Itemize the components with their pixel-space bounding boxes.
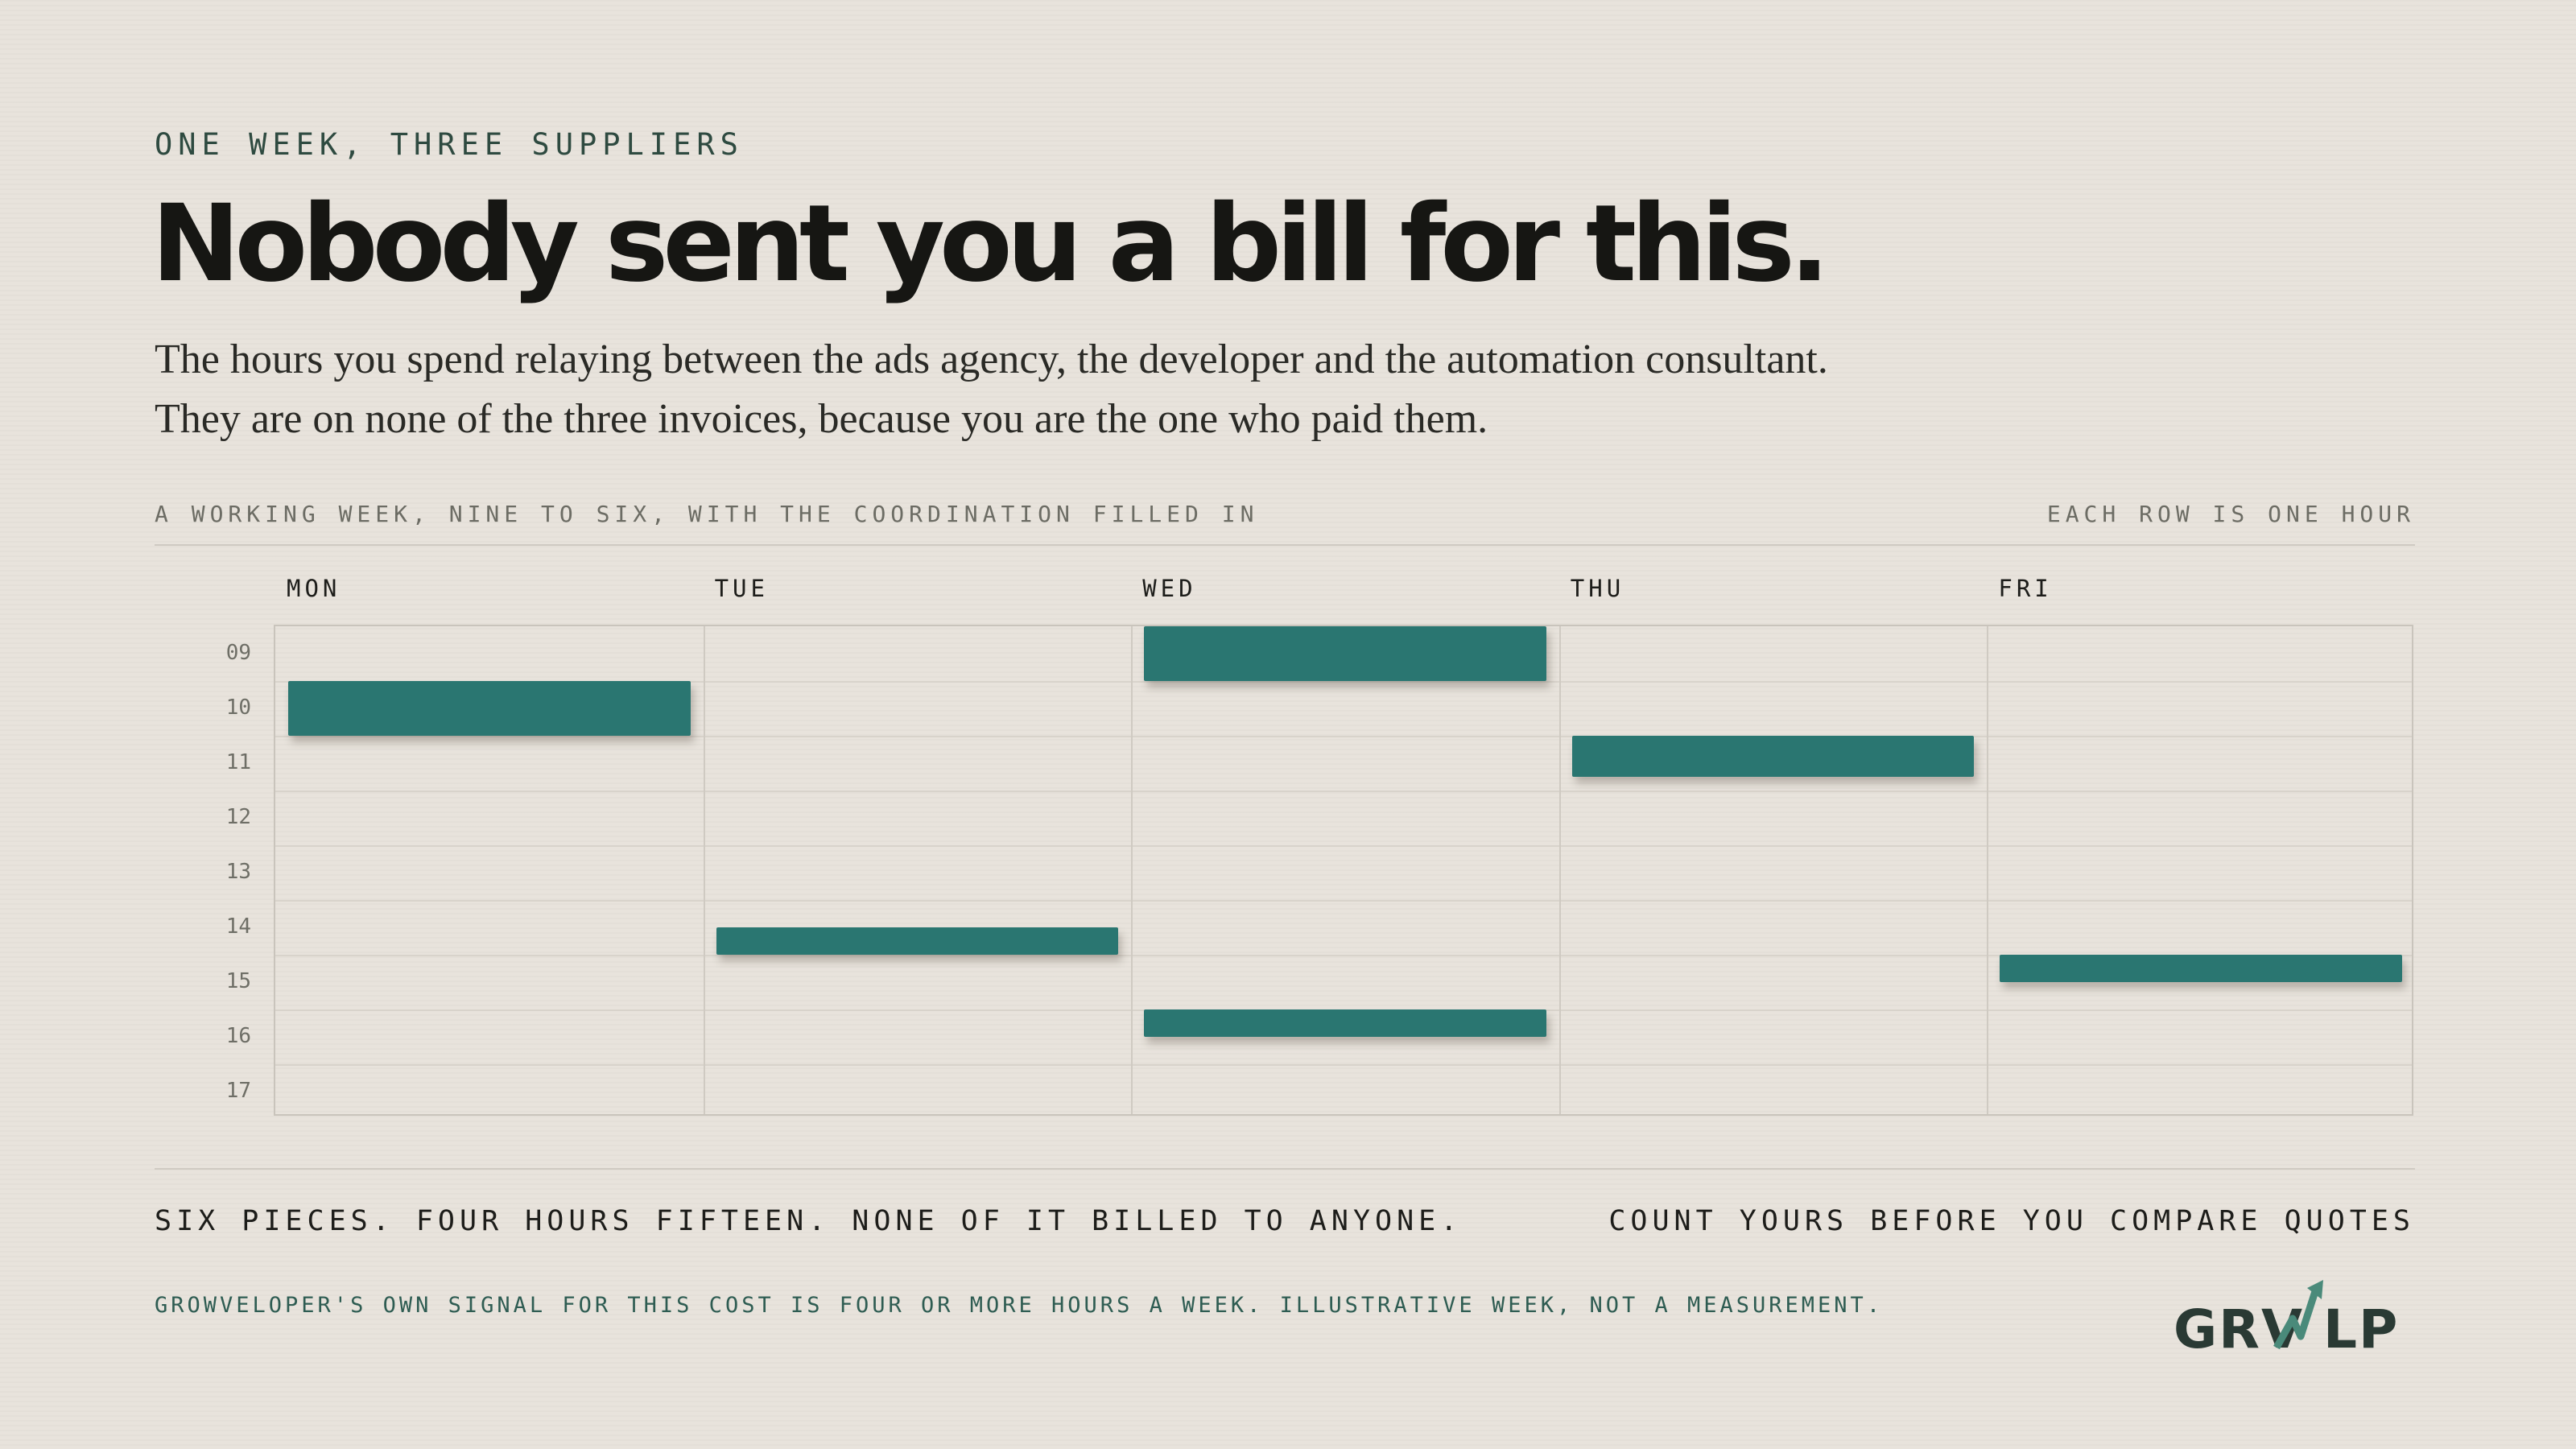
- summary-statement: SIX PIECES. FOUR HOURS FIFTEEN. NONE OF …: [155, 1205, 1463, 1237]
- hour-label-13: 13: [225, 860, 251, 884]
- hour-gridline: [275, 736, 2412, 737]
- chart-caption: A WORKING WEEK, NINE TO SIX, WITH THE CO…: [155, 501, 1259, 527]
- day-divider: [1987, 626, 1989, 1114]
- coordination-block-tue: [716, 927, 1119, 955]
- logo-text-left: GRV: [2174, 1298, 2304, 1359]
- bottom-divider: [155, 1168, 2415, 1170]
- page-title: Nobody sent you a bill for this.: [151, 182, 1830, 306]
- calendar-grid: [274, 625, 2413, 1116]
- week-calendar-chart: MON TUE WED THU FRI 09 10 11 12 13 14 15 16 17: [155, 564, 2415, 1127]
- day-divider: [1558, 626, 1561, 1114]
- growveloper-logo: GRV LP: [2174, 1278, 2399, 1360]
- hour-label-12: 12: [225, 805, 251, 829]
- eyebrow: ONE WEEK, THREE SUPPLIERS: [155, 127, 744, 162]
- coordination-block-fri: [2000, 955, 2402, 982]
- coordination-block-wed: [1144, 1009, 1546, 1037]
- coordination-block-mon: [288, 681, 691, 736]
- logo-text-right: LP: [2323, 1298, 2399, 1359]
- hour-label-10: 10: [225, 696, 251, 720]
- day-divider: [703, 626, 705, 1114]
- footnote: GROWVELOPER'S OWN SIGNAL FOR THIS COST I…: [155, 1293, 1884, 1318]
- chart-scale-note: EACH ROW IS ONE HOUR: [2046, 501, 2415, 527]
- day-label-mon: MON: [287, 575, 341, 602]
- hour-label-16: 16: [225, 1024, 251, 1048]
- day-label-wed: WED: [1142, 575, 1197, 602]
- hour-gridline: [275, 1064, 2412, 1066]
- hour-label-17: 17: [225, 1079, 251, 1103]
- hour-gridline: [275, 955, 2412, 956]
- hour-gridline: [275, 900, 2412, 902]
- top-divider: [155, 544, 2415, 546]
- day-label-fri: FRI: [1998, 575, 2053, 602]
- call-to-action: COUNT YOURS BEFORE YOU COMPARE QUOTES: [1608, 1205, 2415, 1237]
- hour-label-14: 14: [225, 914, 251, 939]
- hour-gridline: [275, 791, 2412, 792]
- day-label-tue: TUE: [714, 575, 769, 602]
- day-divider: [1131, 626, 1133, 1114]
- hour-gridline: [275, 681, 2412, 683]
- coordination-block-wed: [1144, 626, 1546, 681]
- hour-label-11: 11: [225, 750, 251, 774]
- hour-label-15: 15: [225, 969, 251, 993]
- coordination-block-thu: [1571, 736, 1975, 777]
- growth-arrow-icon: [2273, 1280, 2323, 1350]
- intro-paragraph: The hours you spend relaying between the…: [155, 336, 1828, 442]
- hour-label-09: 09: [225, 641, 251, 665]
- hour-gridline: [275, 845, 2412, 847]
- day-label-thu: THU: [1570, 575, 1625, 602]
